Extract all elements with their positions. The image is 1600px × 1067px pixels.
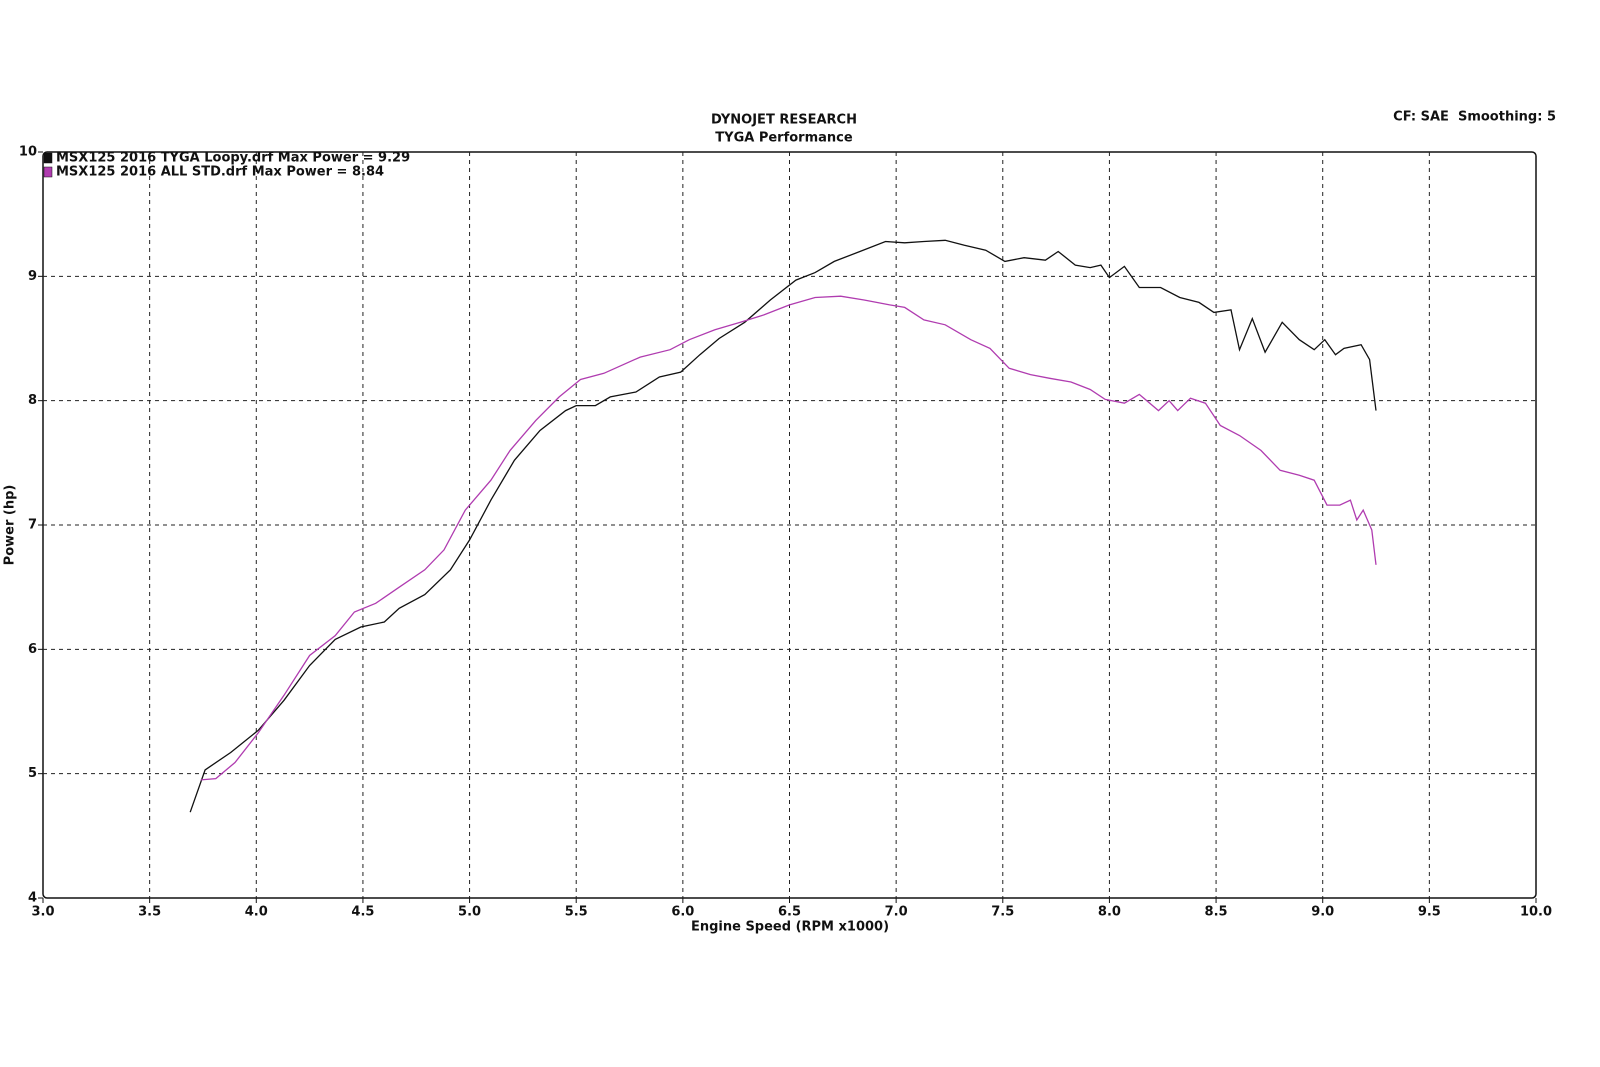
y-tick-label: 4 bbox=[28, 891, 37, 906]
x-tick-label: 4.5 bbox=[351, 905, 374, 920]
legend-label: MSX125 2016 ALL STD.drf Max Power = 8.84 bbox=[56, 165, 384, 180]
x-tick-label: 9.0 bbox=[1311, 905, 1334, 920]
y-tick-label: 7 bbox=[28, 518, 37, 533]
x-tick-label: 8.0 bbox=[1098, 905, 1121, 920]
x-tick-label: 10.0 bbox=[1520, 905, 1552, 920]
legend-swatch bbox=[43, 152, 53, 164]
x-tick-label: 6.0 bbox=[671, 905, 694, 920]
x-tick-label: 4.0 bbox=[245, 905, 268, 920]
x-tick-label: 7.5 bbox=[991, 905, 1014, 920]
y-tick-label: 10 bbox=[19, 145, 37, 160]
y-tick-label: 5 bbox=[28, 766, 37, 781]
y-tick-label: 9 bbox=[28, 269, 37, 284]
chart-title: DYNOJET RESEARCH bbox=[711, 113, 857, 128]
x-tick-label: 9.5 bbox=[1418, 905, 1441, 920]
annotation: CF: SAE Smoothing: 5 bbox=[1393, 110, 1556, 125]
y-tick-label: 8 bbox=[28, 393, 37, 408]
x-tick-label: 7.0 bbox=[885, 905, 908, 920]
series-line bbox=[200, 295, 1377, 781]
series-line bbox=[189, 239, 1377, 813]
x-axis-label: Engine Speed (RPM x1000) bbox=[691, 920, 889, 935]
x-tick-label: 5.0 bbox=[458, 905, 481, 920]
x-tick-label: 5.5 bbox=[565, 905, 588, 920]
x-tick-label: 3.5 bbox=[138, 905, 161, 920]
x-tick-label: 8.5 bbox=[1205, 905, 1228, 920]
x-tick-label: 6.5 bbox=[778, 905, 801, 920]
x-tick-label: 3.0 bbox=[31, 905, 54, 920]
chart-subtitle: TYGA Performance bbox=[715, 131, 853, 146]
y-tick-label: 6 bbox=[28, 642, 37, 657]
legend-swatch bbox=[43, 166, 53, 178]
legend-label: MSX125 2016 TYGA Loopy.drf Max Power = 9… bbox=[56, 151, 410, 166]
y-axis-label: Power (hp) bbox=[3, 485, 18, 566]
